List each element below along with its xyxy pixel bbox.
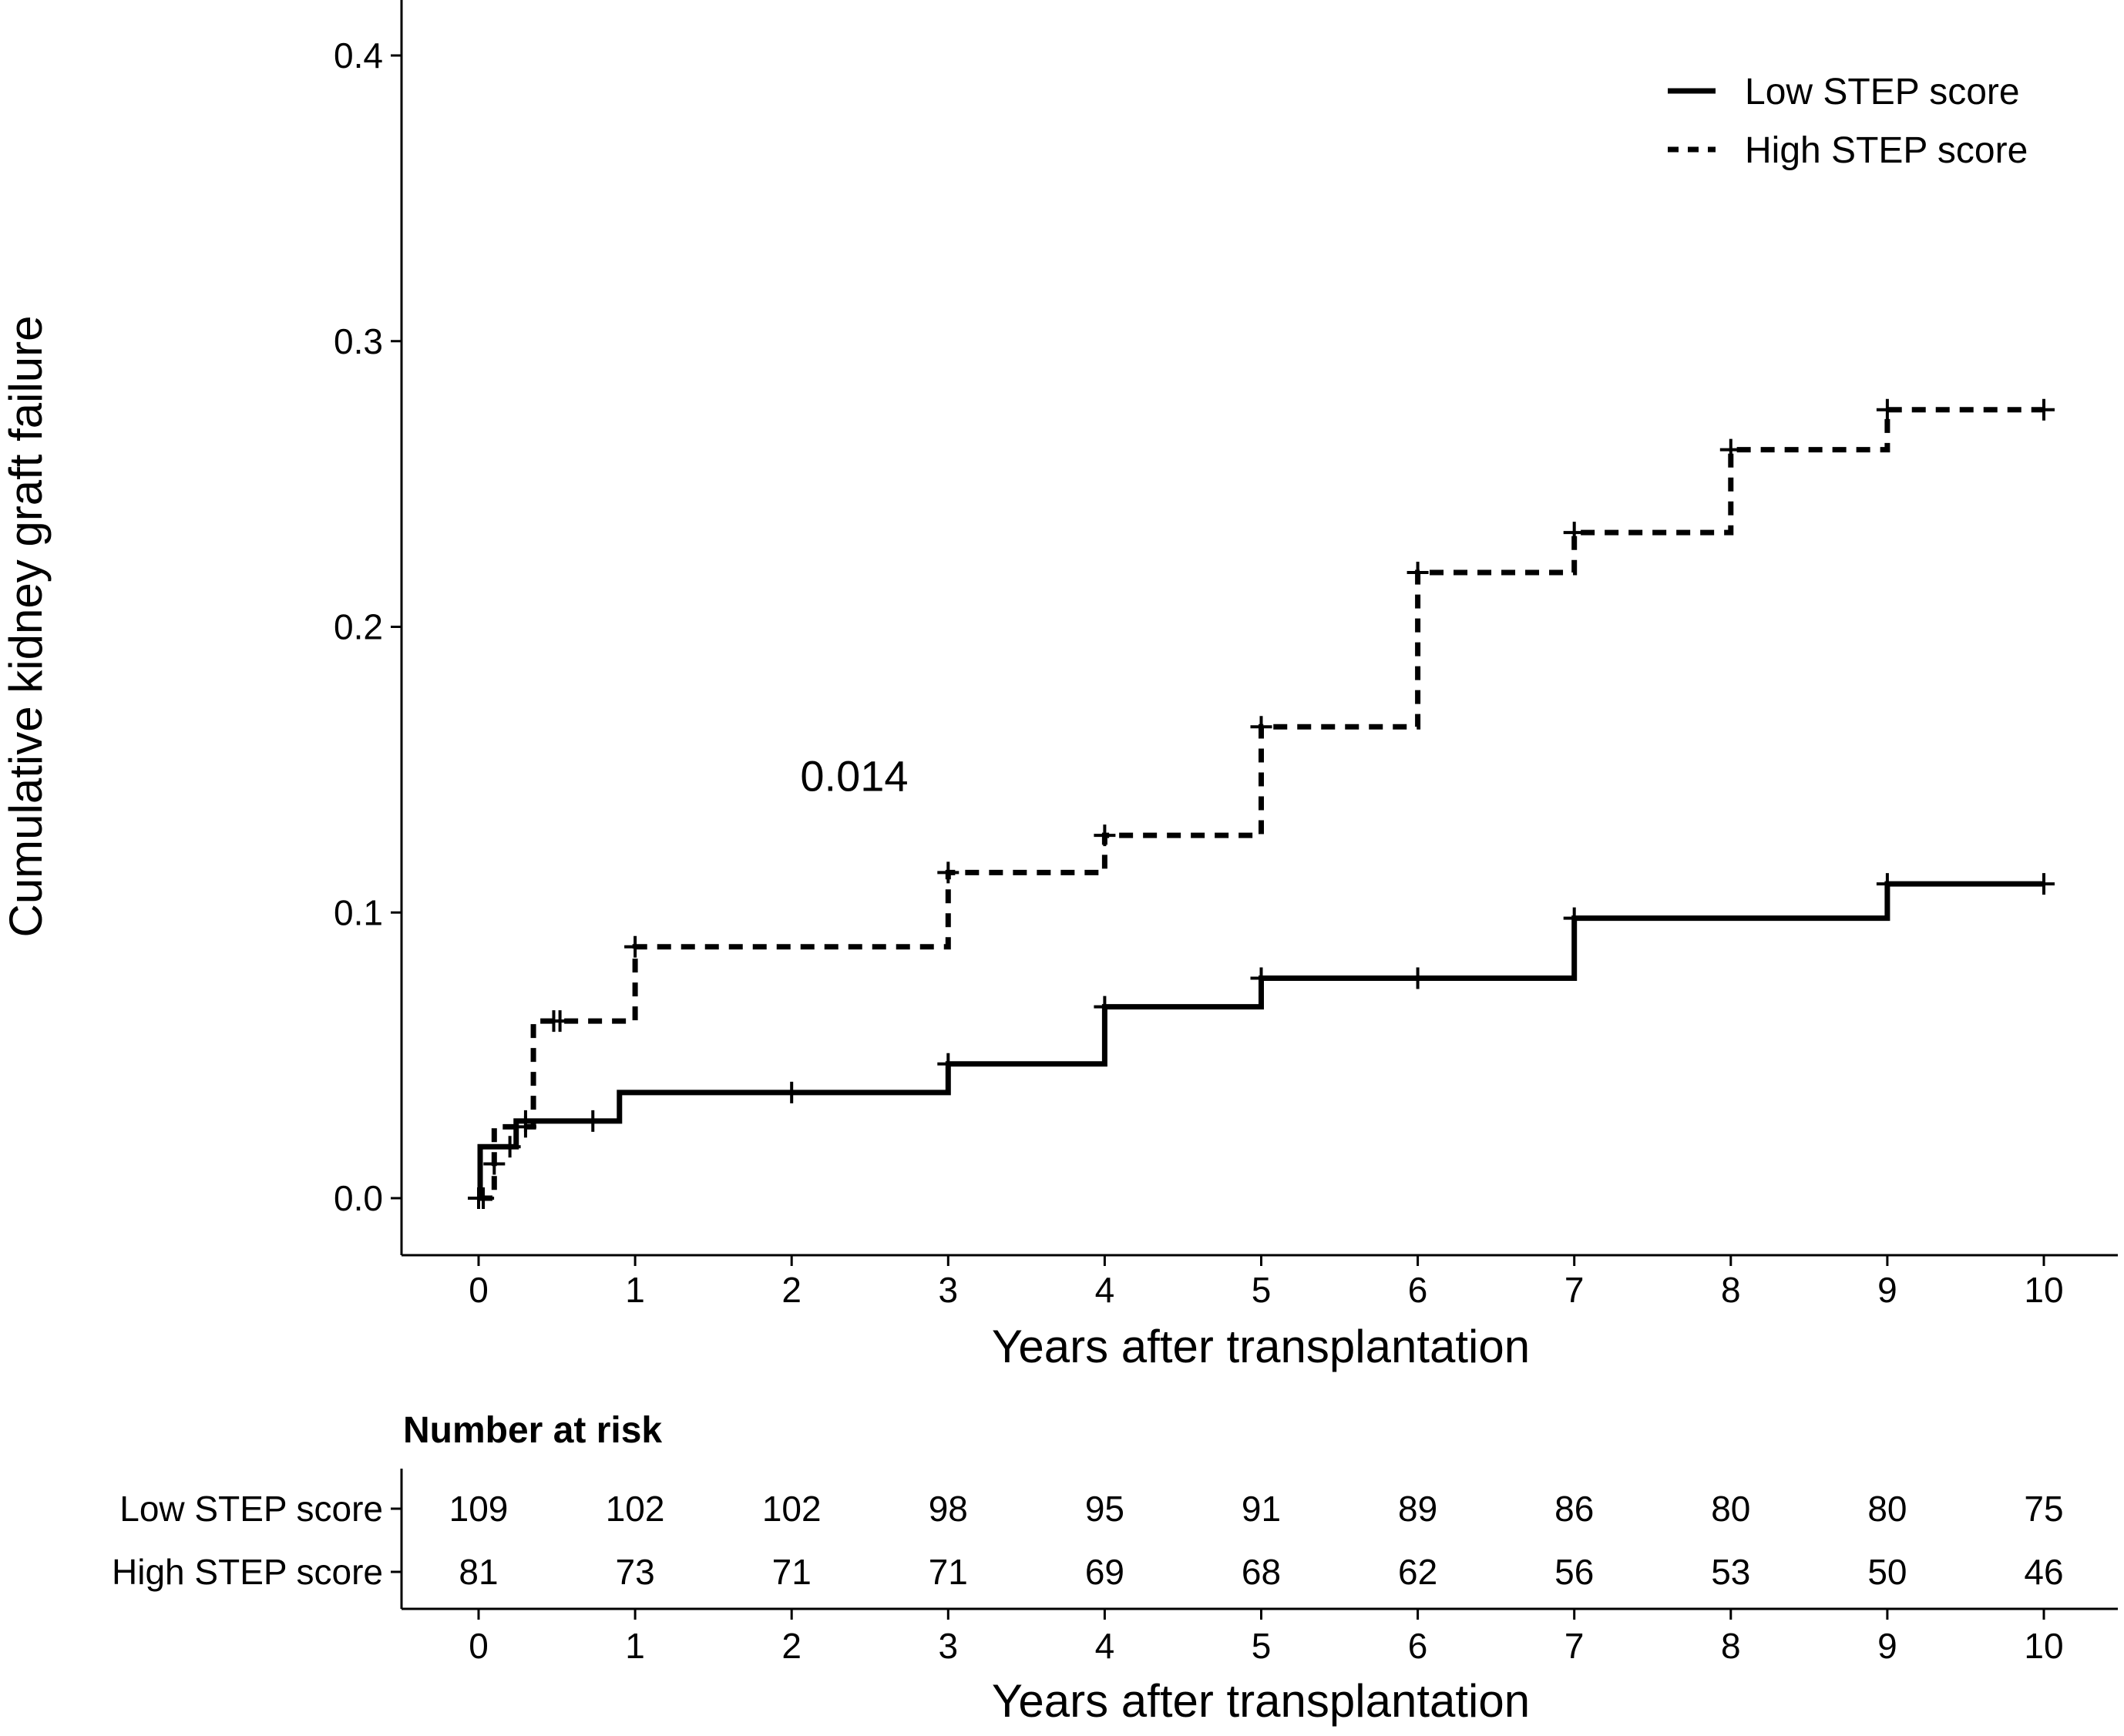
risk-x-tick-label: 1 xyxy=(625,1626,645,1666)
y-tick-label: 0.3 xyxy=(334,321,383,361)
risk-count: 95 xyxy=(1085,1489,1124,1529)
risk-x-axis-title: Years after transplantation xyxy=(992,1675,1530,1727)
risk-x-tick-label: 2 xyxy=(781,1626,802,1666)
risk-count: 75 xyxy=(2024,1489,2063,1529)
censor-mark xyxy=(1876,398,1898,421)
risk-count: 81 xyxy=(459,1552,498,1592)
censor-mark xyxy=(1250,716,1272,738)
risk-count: 73 xyxy=(616,1552,655,1592)
y-tick-label: 0.1 xyxy=(334,892,383,932)
risk-count: 71 xyxy=(929,1552,968,1592)
censor-mark xyxy=(1719,438,1742,461)
risk-x-tick-label: 4 xyxy=(1095,1626,1115,1666)
censor-mark xyxy=(1094,824,1116,847)
risk-count: 86 xyxy=(1554,1489,1594,1529)
y-tick-label: 0.0 xyxy=(334,1178,383,1218)
censor-mark xyxy=(1876,873,1898,895)
censor-mark xyxy=(514,1116,536,1138)
series-line-high-step xyxy=(479,407,2044,1201)
censor-mark xyxy=(1406,967,1429,989)
x-tick-label: 8 xyxy=(1721,1270,1741,1310)
risk-count: 91 xyxy=(1242,1489,1281,1529)
risk-x-tick-label: 5 xyxy=(1252,1626,1272,1666)
risk-x-tick-label: 3 xyxy=(939,1626,959,1666)
legend-label: High STEP score xyxy=(1745,130,2028,171)
x-tick-label: 4 xyxy=(1095,1270,1115,1310)
y-tick-label: 0.2 xyxy=(334,607,383,647)
y-axis-title: Cumulative kidney graft failure xyxy=(0,315,52,937)
x-axis-title: Years after transplantation xyxy=(992,1321,1530,1372)
censor-mark xyxy=(2033,873,2055,895)
risk-x-tick-label: 7 xyxy=(1564,1626,1585,1666)
x-tick-label: 3 xyxy=(939,1270,959,1310)
y-tick-label: 0.4 xyxy=(334,35,383,76)
risk-count: 62 xyxy=(1398,1552,1437,1592)
censor-mark xyxy=(499,1136,521,1158)
risk-count: 69 xyxy=(1085,1552,1124,1592)
series-line-low-step xyxy=(477,881,2044,1201)
risk-count: 53 xyxy=(1711,1552,1750,1592)
censor-mark xyxy=(472,1187,495,1209)
risk-count: 109 xyxy=(449,1489,509,1529)
risk-x-tick-label: 0 xyxy=(469,1626,489,1666)
censor-mark xyxy=(1563,907,1585,929)
p-value-annotation: 0.014 xyxy=(800,751,908,800)
risk-count: 98 xyxy=(929,1489,968,1529)
censor-mark xyxy=(483,1153,506,1175)
x-tick-label: 0 xyxy=(469,1270,489,1310)
censor-mark xyxy=(1094,996,1116,1018)
risk-x-tick-label: 10 xyxy=(2024,1626,2063,1666)
censor-mark xyxy=(1563,522,1585,544)
risk-row-label: High STEP score xyxy=(112,1552,383,1592)
risk-x-tick-label: 6 xyxy=(1408,1626,1428,1666)
censor-mark xyxy=(624,935,647,958)
x-tick-label: 5 xyxy=(1252,1270,1272,1310)
risk-count: 102 xyxy=(606,1489,665,1529)
x-tick-label: 10 xyxy=(2024,1270,2063,1310)
censor-mark xyxy=(1250,967,1272,989)
risk-count: 68 xyxy=(1242,1552,1281,1592)
x-tick-label: 9 xyxy=(1877,1270,1897,1310)
censor-mark xyxy=(937,1053,959,1075)
x-tick-label: 2 xyxy=(781,1270,802,1310)
x-tick-label: 1 xyxy=(625,1270,645,1310)
x-tick-label: 7 xyxy=(1564,1270,1585,1310)
risk-count: 46 xyxy=(2024,1552,2063,1592)
x-tick-label: 6 xyxy=(1408,1270,1428,1310)
risk-count: 56 xyxy=(1554,1552,1594,1592)
risk-count: 80 xyxy=(1867,1489,1907,1529)
risk-x-tick-label: 9 xyxy=(1877,1626,1897,1666)
risk-count: 80 xyxy=(1711,1489,1750,1529)
risk-row-label: Low STEP score xyxy=(119,1489,383,1529)
risk-count: 102 xyxy=(762,1489,822,1529)
risk-x-tick-label: 8 xyxy=(1721,1626,1741,1666)
legend-label: Low STEP score xyxy=(1745,72,2020,112)
censor-mark xyxy=(1406,562,1429,584)
risk-count: 89 xyxy=(1398,1489,1437,1529)
censor-mark xyxy=(2033,398,2055,421)
risk-count: 50 xyxy=(1867,1552,1907,1592)
censor-mark xyxy=(582,1110,604,1132)
censor-mark xyxy=(781,1081,803,1103)
risk-count: 71 xyxy=(772,1552,812,1592)
censor-mark xyxy=(937,861,959,884)
censor-mark xyxy=(549,1010,571,1033)
risk-table-title: Number at risk xyxy=(403,1410,662,1451)
